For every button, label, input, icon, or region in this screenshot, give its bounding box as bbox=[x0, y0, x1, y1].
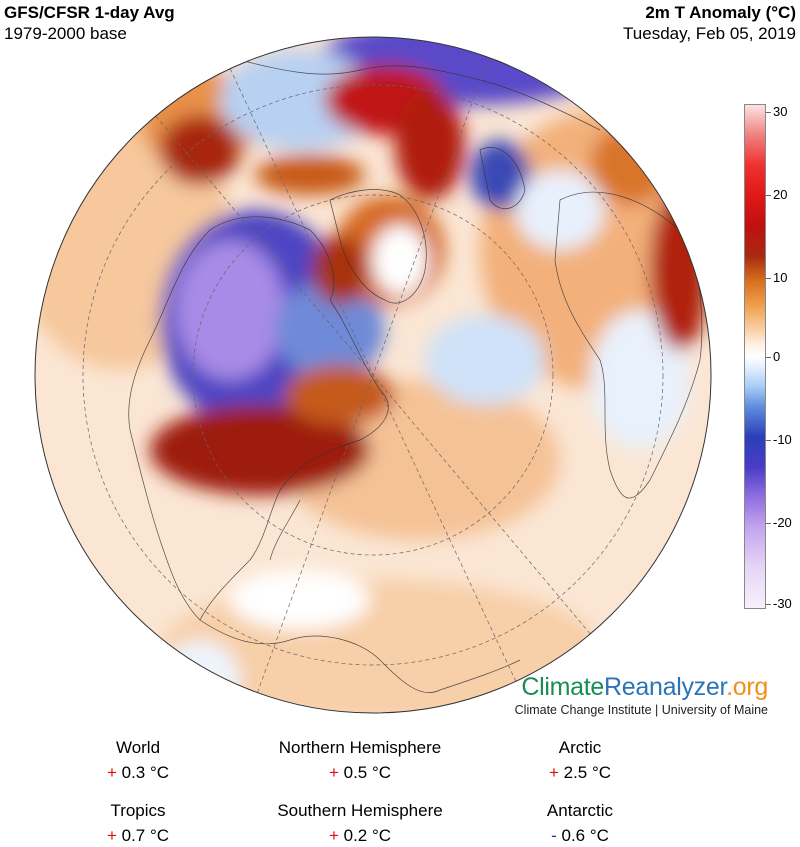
stat-label: Northern Hemisphere bbox=[278, 738, 442, 757]
stat-sign: + bbox=[328, 763, 339, 782]
stat-value: 2.5 °C bbox=[563, 763, 612, 782]
stat-value: 0.3 °C bbox=[121, 763, 170, 782]
colorbar-tick-label: 10 bbox=[773, 270, 788, 285]
baseline-period: 1979-2000 base bbox=[4, 24, 127, 43]
stat-sign: + bbox=[106, 826, 117, 845]
stat-value: 0.2 °C bbox=[343, 826, 392, 845]
brand-logo-part: .org bbox=[726, 673, 768, 701]
stat-value: 0.6 °C bbox=[561, 826, 609, 845]
stat-label: Southern Hemisphere bbox=[277, 801, 443, 820]
stat-antarctic: Antarctic - 0.6 °C bbox=[460, 800, 700, 847]
brand-credit: Climate Change Institute | University of… bbox=[514, 703, 768, 717]
stat-arctic: Arctic + 2.5 °C bbox=[460, 737, 700, 784]
stat-label: World bbox=[115, 738, 161, 757]
stat-sign: + bbox=[106, 763, 117, 782]
stat-southern-hemisphere: Southern Hemisphere + 0.2 °C bbox=[240, 800, 480, 847]
map-title: GFS/CFSR 1-day Avg bbox=[4, 3, 175, 22]
brand-logo[interactable]: ClimateReanalyzer.org bbox=[521, 673, 768, 701]
stat-sign: - bbox=[551, 826, 557, 845]
stat-northern-hemisphere: Northern Hemisphere + 0.5 °C bbox=[240, 737, 480, 784]
brand-logo-part: Reanalyzer bbox=[604, 673, 727, 701]
variable-title: 2m T Anomaly (°C) bbox=[645, 3, 796, 22]
colorbar-tick-label: -20 bbox=[773, 515, 792, 530]
stat-label: Tropics bbox=[110, 801, 166, 820]
colorbar-tick-label: -30 bbox=[773, 596, 792, 611]
colorbar-tick-label: 30 bbox=[773, 104, 788, 119]
stat-value: 0.7 °C bbox=[121, 826, 170, 845]
stat-label: Antarctic bbox=[546, 801, 614, 820]
stat-label: Arctic bbox=[558, 738, 602, 757]
stat-world: World + 0.3 °C bbox=[18, 737, 258, 784]
colorbar-tick-label: -10 bbox=[773, 432, 792, 447]
stat-tropics: Tropics + 0.7 °C bbox=[18, 800, 258, 847]
stat-sign: + bbox=[548, 763, 559, 782]
colorbar bbox=[744, 104, 766, 609]
colorbar-tick-label: 20 bbox=[773, 187, 788, 202]
stat-value: 0.5 °C bbox=[343, 763, 392, 782]
stat-sign: + bbox=[328, 826, 339, 845]
brand-logo-part: Climate bbox=[521, 673, 605, 701]
colorbar-tick-label: 0 bbox=[773, 349, 781, 364]
map-date: Tuesday, Feb 05, 2019 bbox=[623, 24, 796, 43]
